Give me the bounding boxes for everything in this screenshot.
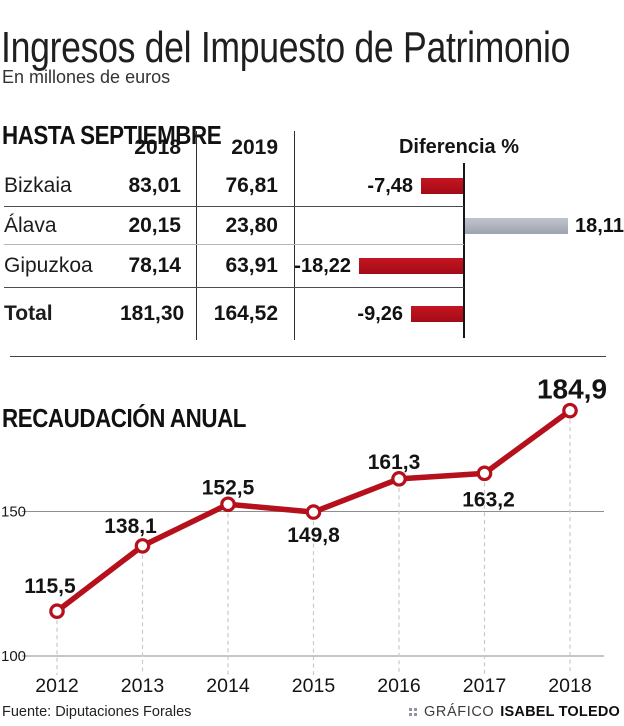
page-title: Ingresos del Impuesto de Patrimonio (1, 23, 571, 73)
table-header-row: 2018 2019 Diferencia % (0, 130, 624, 165)
annual-revenue-line-chart: 150 100 115,5 2012 138,1 2013 152,5 2014 149,8 20… (1, 374, 607, 697)
diff-value-label: 18,11 (575, 214, 624, 237)
diff-bar-álava (464, 217, 568, 234)
x-tick-2016: 2016 (377, 675, 420, 697)
diff-bar-total (411, 306, 464, 322)
data-point-2017 (476, 465, 493, 482)
data-point-2014 (220, 496, 236, 513)
column-header-2018: 2018 (134, 135, 181, 159)
diff-bar-gipuzkoa (359, 258, 464, 274)
point-label-2012: 115,5 (24, 575, 76, 598)
gipuzkoa-2019-value: 63,91 (225, 254, 278, 277)
gipuzkoa-2018-value: 78,14 (128, 254, 181, 277)
row-label-bizkaia: Bizkaia (4, 173, 72, 197)
total-diff-cell: -9,26 (294, 288, 624, 340)
credit-name: ISABEL TOLEDO (500, 704, 620, 720)
alava-diff-cell: 18,11 (294, 207, 624, 244)
row-label-total: Total (4, 302, 53, 325)
source-note: Fuente: Diputaciones Forales (2, 704, 192, 720)
table-row: Gipuzkoa 78,14 63,91 -18,22 (0, 245, 624, 287)
bizkaia-2018-value: 83,01 (128, 173, 181, 197)
row-divider-line (4, 206, 464, 207)
total-2019-value: 164,52 (213, 302, 278, 325)
point-label-2013: 138,1 (104, 515, 157, 538)
x-tick-2017: 2017 (463, 675, 506, 697)
data-point-2013 (134, 538, 151, 554)
table-section-heading: HASTA SEPTIEMBRE (2, 119, 222, 150)
data-point-2018 (562, 402, 578, 419)
x-tick-2015: 2015 (292, 675, 336, 697)
bizkaia-diff-cell: -7,48 (294, 165, 624, 206)
column-header-2019: 2019 (231, 135, 278, 159)
alava-2019-value: 23,80 (225, 213, 278, 237)
x-tick-2018: 2018 (548, 675, 591, 697)
diff-value-label: -9,26 (357, 303, 403, 325)
section-separator-line (10, 356, 606, 357)
x-tick-2012: 2012 (35, 675, 78, 697)
diff-value-label: -18,22 (294, 255, 351, 277)
column-separator-line (294, 131, 295, 340)
point-label-2017: 163,2 (462, 488, 515, 511)
footer: Fuente: Diputaciones Forales GRÁFICO ISA… (2, 704, 620, 720)
table-row: Bizkaia 83,01 76,81 -7,48 (0, 165, 624, 206)
page-subtitle: En millones de euros (2, 67, 171, 87)
row-divider-line (4, 287, 464, 288)
row-divider-line (4, 244, 464, 245)
total-2018-value: 181,30 (120, 302, 185, 325)
x-tick-2014: 2014 (206, 675, 250, 697)
y-axis-label-100: 100 (1, 648, 26, 665)
data-point-2016 (391, 471, 407, 487)
data-point-2015 (305, 504, 322, 520)
data-point-2012 (49, 603, 65, 620)
gipuzkoa-diff-cell: -18,22 (294, 245, 624, 287)
column-separator-line (196, 131, 197, 340)
diff-bar-axis-line (463, 163, 465, 338)
bizkaia-2019-value: 76,81 (225, 173, 278, 197)
row-label-alava: Álava (4, 213, 57, 237)
point-label-2018: 184,9 (537, 374, 607, 405)
diff-bar-bizkaia (421, 177, 464, 194)
row-label-gipuzkoa: Gipuzkoa (4, 254, 93, 277)
diff-value-label: -7,48 (367, 174, 413, 197)
alava-2018-value: 20,15 (128, 213, 181, 237)
point-label-2015: 149,8 (287, 524, 340, 547)
table-row: Álava 20,15 23,80 18,11 (0, 207, 624, 244)
point-label-2014: 152,5 (202, 476, 255, 499)
chart-section-heading: RECAUDACIÓN ANUAL (2, 402, 247, 433)
point-label-2016: 161,3 (368, 451, 421, 474)
table-row-total: Total 181,30 164,52 -9,26 (0, 288, 624, 340)
credit-word: GRÁFICO (424, 704, 495, 720)
y-axis-label-150: 150 (1, 504, 26, 521)
column-header-diferencia: Diferencia % (398, 136, 520, 158)
x-tick-2013: 2013 (121, 675, 164, 697)
graphic-credit: GRÁFICO ISABEL TOLEDO (409, 704, 620, 720)
credit-dots-icon (409, 708, 417, 716)
